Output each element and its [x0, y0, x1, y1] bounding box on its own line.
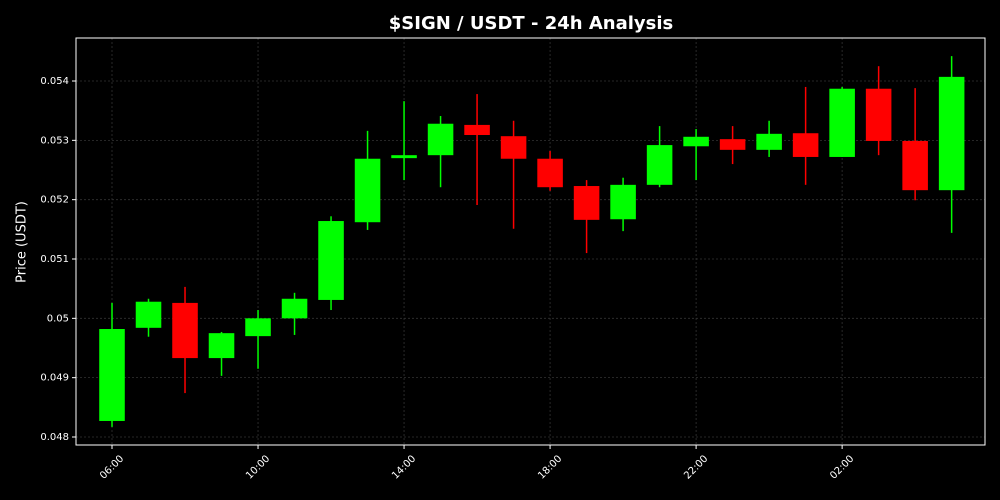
y-tick-label: 0.054	[40, 76, 69, 87]
y-tick-label: 0.049	[40, 373, 69, 384]
candle-body	[318, 221, 344, 300]
candle-body	[683, 136, 709, 147]
candle-body	[756, 133, 782, 150]
y-tick-label: 0.052	[40, 195, 69, 206]
candle-body	[646, 145, 673, 185]
chart-title: $SIGN / USDT - 24h Analysis	[389, 13, 673, 34]
candle-body	[902, 140, 928, 191]
candle-body	[537, 158, 563, 188]
candle-body	[172, 302, 198, 359]
candle-body	[135, 301, 162, 328]
y-tick-label: 0.053	[40, 135, 69, 146]
y-axis-label: Price (USDT)	[15, 201, 30, 283]
candle-body	[719, 139, 746, 150]
candle-body	[464, 124, 490, 136]
candle-body	[208, 333, 235, 359]
plot-frame	[75, 37, 986, 446]
candle-body	[865, 88, 892, 141]
candle-body	[354, 158, 381, 223]
candle-body	[99, 329, 125, 421]
candle-body	[829, 88, 855, 157]
candle-body	[427, 123, 454, 156]
candle-body	[245, 318, 271, 337]
candle-body	[281, 298, 308, 319]
y-tick-label: 0.051	[40, 254, 69, 265]
y-tick-label: 0.048	[40, 432, 69, 443]
candle-body	[610, 184, 636, 220]
candle-body	[500, 136, 527, 159]
candle-body	[792, 133, 819, 157]
candle-body	[573, 186, 600, 220]
candle-body	[938, 76, 965, 191]
y-tick-label: 0.05	[47, 313, 69, 324]
candle-body	[391, 155, 417, 159]
